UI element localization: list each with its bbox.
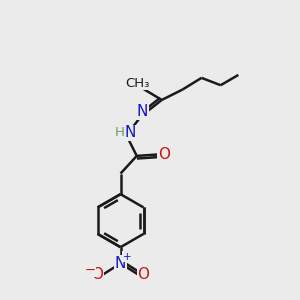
Text: O: O xyxy=(92,267,104,282)
Text: O: O xyxy=(158,147,170,162)
Text: CH₃: CH₃ xyxy=(125,77,149,90)
Text: H: H xyxy=(115,126,125,140)
Text: −: − xyxy=(85,264,96,277)
Text: N: N xyxy=(124,125,136,140)
Text: N: N xyxy=(137,104,148,119)
Text: N: N xyxy=(115,256,126,271)
Text: O: O xyxy=(137,267,149,282)
Text: +: + xyxy=(123,252,131,262)
